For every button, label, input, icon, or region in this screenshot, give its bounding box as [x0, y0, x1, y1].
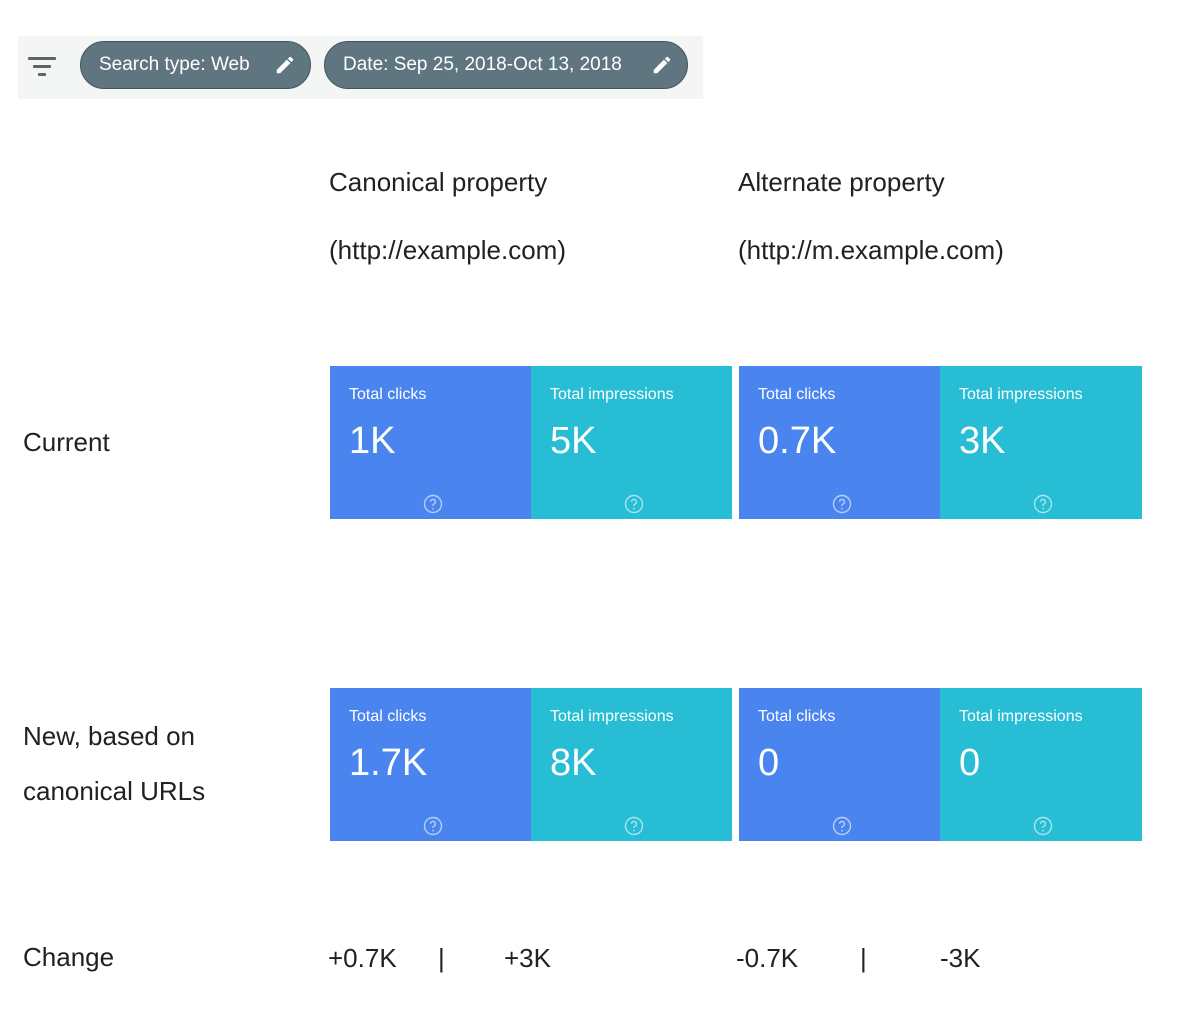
help-icon[interactable]: [1033, 816, 1053, 836]
card-title: Total clicks: [758, 386, 836, 403]
change-canonical-impressions: +3K: [504, 943, 551, 973]
search-type-chip[interactable]: Search type: Web: [80, 41, 311, 89]
current-canonical-impressions-card[interactable]: Total impressions 5K: [531, 366, 732, 519]
canonical-property-url: (http://example.com): [329, 235, 566, 265]
card-value: 0: [959, 742, 981, 784]
card-title: Total impressions: [959, 708, 1083, 725]
card-value: 1K: [349, 420, 396, 462]
card-title: Total clicks: [349, 708, 427, 725]
filter-icon[interactable]: [28, 55, 58, 77]
row-label-new-line2: canonical URLs: [23, 776, 206, 806]
card-value: 0: [758, 742, 780, 784]
row-label-new-line1: New, based on: [23, 721, 196, 751]
help-icon[interactable]: [1033, 494, 1053, 514]
current-alternate-impressions-card[interactable]: Total impressions 3K: [940, 366, 1142, 519]
current-alternate-clicks-card[interactable]: Total clicks 0.7K: [739, 366, 940, 519]
new-canonical-clicks-card[interactable]: Total clicks 1.7K: [330, 688, 531, 841]
search-type-chip-label: Search type: Web: [99, 54, 250, 75]
help-icon[interactable]: [832, 816, 852, 836]
help-icon[interactable]: [624, 816, 644, 836]
card-title: Total clicks: [349, 386, 427, 403]
new-alternate-clicks-card[interactable]: Total clicks 0: [739, 688, 940, 841]
new-alternate-impressions-card[interactable]: Total impressions 0: [940, 688, 1142, 841]
row-label-current: Current: [23, 427, 110, 457]
date-chip-label: Date: Sep 25, 2018-Oct 13, 2018: [343, 54, 622, 75]
card-title: Total impressions: [959, 386, 1083, 403]
date-chip[interactable]: Date: Sep 25, 2018-Oct 13, 2018: [324, 41, 688, 89]
change-separator: |: [438, 943, 445, 973]
current-canonical-clicks-card[interactable]: Total clicks 1K: [330, 366, 531, 519]
card-title: Total clicks: [758, 708, 836, 725]
card-value: 0.7K: [758, 420, 837, 462]
change-separator: |: [860, 943, 867, 973]
pencil-icon: [276, 56, 294, 74]
card-value: 1.7K: [349, 742, 428, 784]
alternate-property-title: Alternate property: [738, 167, 945, 197]
alternate-property-url: (http://m.example.com): [738, 235, 1004, 265]
help-icon[interactable]: [832, 494, 852, 514]
help-icon[interactable]: [423, 816, 443, 836]
filter-bar: Search type: Web Date: Sep 25, 2018-Oct …: [18, 36, 703, 99]
card-title: Total impressions: [550, 386, 674, 403]
change-alternate-impressions: -3K: [940, 943, 981, 973]
card-value: 5K: [550, 420, 597, 462]
row-label-change: Change: [23, 942, 115, 972]
card-value: 8K: [550, 742, 597, 784]
canonical-property-title: Canonical property: [329, 167, 548, 197]
help-icon[interactable]: [624, 494, 644, 514]
card-value: 3K: [959, 420, 1006, 462]
card-title: Total impressions: [550, 708, 674, 725]
change-canonical-clicks: +0.7K: [328, 943, 397, 973]
new-canonical-impressions-card[interactable]: Total impressions 8K: [531, 688, 732, 841]
change-alternate-clicks: -0.7K: [736, 943, 799, 973]
pencil-icon: [653, 56, 671, 74]
help-icon[interactable]: [423, 494, 443, 514]
